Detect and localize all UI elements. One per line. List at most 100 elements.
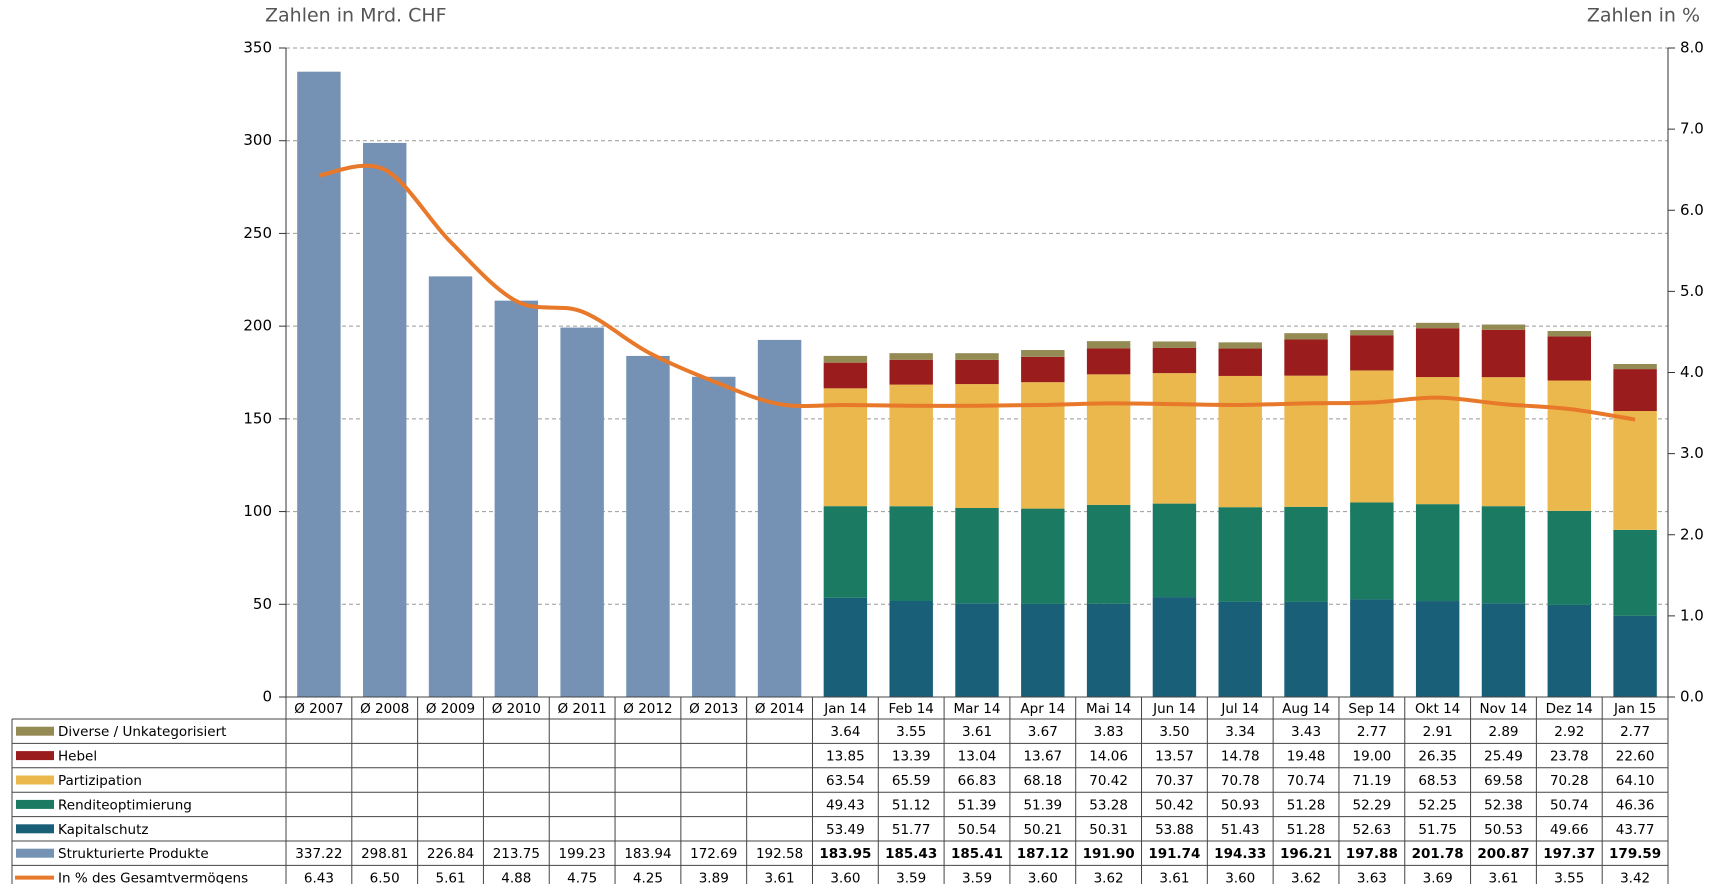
bar-segment bbox=[1284, 375, 1328, 507]
data-label: 49.66 bbox=[1550, 822, 1589, 838]
x-tick-label: Ø 2013 bbox=[689, 701, 738, 717]
bar bbox=[428, 276, 473, 697]
data-label: 3.62 bbox=[1094, 871, 1124, 884]
data-label: 51.39 bbox=[958, 797, 997, 813]
data-label: 13.57 bbox=[1155, 749, 1194, 765]
bar-segment bbox=[1350, 335, 1394, 371]
bar-segment bbox=[1481, 329, 1526, 378]
data-label: 52.29 bbox=[1353, 797, 1392, 813]
bar-segment bbox=[823, 355, 868, 363]
data-label: 63.54 bbox=[826, 773, 865, 789]
data-label: 226.84 bbox=[427, 846, 474, 862]
x-tick-label: Okt 14 bbox=[1415, 701, 1460, 717]
bar bbox=[494, 300, 539, 697]
data-label: 213.75 bbox=[493, 846, 540, 862]
data-label: 68.18 bbox=[1023, 773, 1062, 789]
bar-segment bbox=[823, 506, 868, 598]
y-tick-label: 350 bbox=[243, 39, 272, 57]
data-label: 191.74 bbox=[1148, 846, 1200, 862]
bar-segment bbox=[1284, 339, 1328, 376]
bar-segment bbox=[1547, 380, 1592, 511]
bar-segment bbox=[1415, 328, 1460, 378]
x-tick-label: Jun 14 bbox=[1152, 701, 1196, 717]
data-label: 196.21 bbox=[1280, 846, 1332, 862]
bar-segment bbox=[823, 597, 868, 697]
legend-label: Strukturierte Produkte bbox=[58, 846, 209, 862]
y-tick-label: 250 bbox=[243, 224, 272, 242]
data-label: 19.00 bbox=[1353, 749, 1392, 765]
data-label: 50.54 bbox=[958, 822, 997, 838]
data-label: 200.87 bbox=[1477, 846, 1529, 862]
data-label: 51.28 bbox=[1287, 797, 1326, 813]
bar-segment bbox=[1613, 369, 1657, 412]
data-label: 70.28 bbox=[1550, 773, 1589, 789]
data-label: 51.77 bbox=[892, 822, 931, 838]
data-label: 50.42 bbox=[1155, 797, 1194, 813]
data-label: 51.39 bbox=[1023, 797, 1062, 813]
data-label: 19.48 bbox=[1287, 749, 1326, 765]
data-label: 43.77 bbox=[1616, 822, 1655, 838]
data-label: 2.77 bbox=[1620, 724, 1650, 740]
y-tick-label: 150 bbox=[243, 409, 272, 427]
bar-segment bbox=[1021, 603, 1065, 697]
data-label: 185.43 bbox=[885, 846, 937, 862]
data-label: 23.78 bbox=[1550, 749, 1589, 765]
data-label: 3.59 bbox=[896, 871, 926, 884]
bar-segment bbox=[823, 362, 868, 389]
legend-swatch bbox=[16, 751, 54, 761]
x-tick-label: Mar 14 bbox=[954, 701, 1001, 717]
data-label: 3.60 bbox=[830, 871, 860, 884]
bar-segment bbox=[1021, 356, 1065, 383]
data-label: 3.62 bbox=[1291, 871, 1321, 884]
bar bbox=[757, 339, 802, 697]
bar-segment bbox=[1350, 330, 1394, 336]
bar-segment bbox=[1152, 597, 1197, 697]
data-label: 13.39 bbox=[892, 749, 931, 765]
y-tick-label: 0 bbox=[262, 688, 272, 706]
bar-segment bbox=[1481, 603, 1526, 697]
data-label: 25.49 bbox=[1484, 749, 1523, 765]
data-label: 3.42 bbox=[1620, 871, 1650, 884]
data-label: 3.60 bbox=[1225, 871, 1255, 884]
data-label: 14.78 bbox=[1221, 749, 1260, 765]
data-label: 3.61 bbox=[765, 871, 795, 884]
data-label: 3.83 bbox=[1094, 724, 1124, 740]
data-label: 3.61 bbox=[1488, 871, 1518, 884]
data-label: 13.67 bbox=[1023, 749, 1062, 765]
bar-segment bbox=[1613, 411, 1657, 530]
y-tick-label: 100 bbox=[243, 502, 272, 520]
data-label: 3.43 bbox=[1291, 724, 1321, 740]
bar-segment bbox=[1218, 342, 1262, 349]
data-label: 51.75 bbox=[1418, 822, 1457, 838]
y-axis-label: Zahlen in Mrd. CHF bbox=[265, 5, 447, 27]
data-label: 53.28 bbox=[1089, 797, 1128, 813]
data-label: 70.78 bbox=[1221, 773, 1260, 789]
bar-segment bbox=[955, 507, 999, 604]
data-label: 2.89 bbox=[1488, 724, 1518, 740]
data-label: 3.61 bbox=[962, 724, 992, 740]
bar-segment bbox=[1481, 506, 1526, 604]
data-label: 69.58 bbox=[1484, 773, 1523, 789]
bar-segment bbox=[1415, 504, 1460, 602]
y-tick-label: 200 bbox=[243, 317, 272, 335]
y2-tick-label: 8.0 bbox=[1680, 39, 1704, 57]
x-tick-label: Ø 2011 bbox=[558, 701, 607, 717]
bar-segment bbox=[1152, 347, 1197, 374]
bar-segment bbox=[1086, 504, 1131, 604]
bar-segment bbox=[1481, 377, 1526, 507]
x-tick-label: Sep 14 bbox=[1348, 701, 1395, 717]
bar-segment bbox=[889, 601, 933, 697]
data-label: 49.43 bbox=[826, 797, 865, 813]
bar-segment bbox=[1613, 363, 1657, 370]
y2-tick-label: 5.0 bbox=[1680, 282, 1704, 300]
bar-segment bbox=[1152, 341, 1197, 348]
data-label: 6.43 bbox=[304, 871, 334, 884]
data-label: 185.41 bbox=[951, 846, 1003, 862]
bar-segment bbox=[955, 353, 999, 360]
data-label: 70.37 bbox=[1155, 773, 1194, 789]
data-label: 51.43 bbox=[1221, 822, 1260, 838]
line bbox=[318, 163, 1636, 422]
x-tick-label: Dez 14 bbox=[1546, 701, 1593, 717]
bar-segment bbox=[955, 603, 999, 697]
data-label: 50.93 bbox=[1221, 797, 1260, 813]
